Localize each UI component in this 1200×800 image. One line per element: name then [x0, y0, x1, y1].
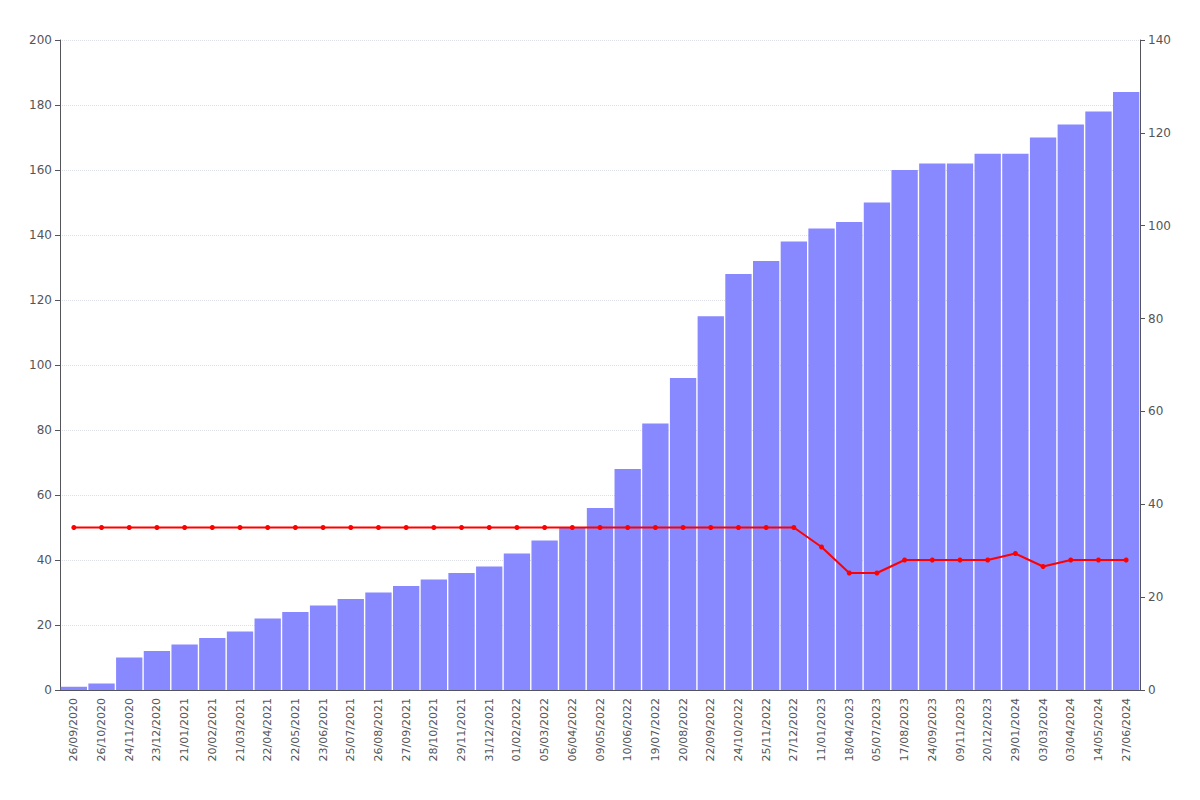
svg-text:26/10/2020: 26/10/2020 [95, 698, 108, 761]
svg-text:40: 40 [1148, 497, 1163, 511]
svg-text:06/04/2022: 06/04/2022 [566, 698, 579, 761]
svg-text:20/02/2021: 20/02/2021 [206, 698, 219, 761]
svg-text:26/09/2020: 26/09/2020 [67, 698, 80, 761]
svg-text:140: 140 [29, 228, 52, 242]
svg-text:25/07/2021: 25/07/2021 [344, 698, 357, 761]
svg-text:20: 20 [37, 618, 52, 632]
svg-text:20/12/2023: 20/12/2023 [981, 698, 994, 761]
svg-text:26/08/2021: 26/08/2021 [372, 698, 385, 761]
svg-text:100: 100 [29, 358, 52, 372]
svg-text:24/11/2020: 24/11/2020 [123, 698, 136, 761]
svg-text:31/12/2021: 31/12/2021 [483, 698, 496, 761]
svg-text:24/10/2022: 24/10/2022 [732, 698, 745, 761]
svg-text:23/12/2020: 23/12/2020 [150, 698, 163, 761]
svg-text:0: 0 [44, 683, 52, 697]
svg-text:27/06/2024: 27/06/2024 [1120, 698, 1133, 761]
svg-text:28/10/2021: 28/10/2021 [427, 698, 440, 761]
svg-text:120: 120 [29, 293, 52, 307]
svg-text:10/06/2022: 10/06/2022 [621, 698, 634, 761]
svg-text:18/04/2023: 18/04/2023 [843, 698, 856, 761]
svg-text:19/07/2022: 19/07/2022 [649, 698, 662, 761]
svg-text:23/06/2021: 23/06/2021 [317, 698, 330, 761]
svg-text:29/01/2024: 29/01/2024 [1009, 698, 1022, 761]
svg-text:11/01/2023: 11/01/2023 [815, 698, 828, 761]
svg-text:09/05/2022: 09/05/2022 [594, 698, 607, 761]
svg-text:03/04/2024: 03/04/2024 [1064, 698, 1077, 761]
svg-text:60: 60 [37, 488, 52, 502]
svg-text:200: 200 [29, 33, 52, 47]
svg-text:17/08/2023: 17/08/2023 [898, 698, 911, 761]
svg-text:180: 180 [29, 98, 52, 112]
svg-text:120: 120 [1148, 126, 1171, 140]
svg-text:22/05/2021: 22/05/2021 [289, 698, 302, 761]
svg-text:60: 60 [1148, 404, 1163, 418]
svg-text:01/02/2022: 01/02/2022 [510, 698, 523, 761]
svg-text:27/09/2021: 27/09/2021 [400, 698, 413, 761]
svg-text:05/07/2023: 05/07/2023 [870, 698, 883, 761]
svg-text:14/05/2024: 14/05/2024 [1092, 698, 1105, 761]
svg-text:05/03/2022: 05/03/2022 [538, 698, 551, 761]
svg-text:03/03/2024: 03/03/2024 [1037, 698, 1050, 761]
svg-text:160: 160 [29, 163, 52, 177]
svg-text:27/12/2022: 27/12/2022 [787, 698, 800, 761]
svg-text:22/04/2021: 22/04/2021 [261, 698, 274, 761]
svg-text:80: 80 [37, 423, 52, 437]
svg-text:21/01/2021: 21/01/2021 [178, 698, 191, 761]
svg-text:21/03/2021: 21/03/2021 [234, 698, 247, 761]
svg-text:80: 80 [1148, 312, 1163, 326]
svg-text:09/11/2023: 09/11/2023 [954, 698, 967, 761]
svg-text:25/11/2022: 25/11/2022 [760, 698, 773, 761]
svg-text:20: 20 [1148, 590, 1163, 604]
svg-text:40: 40 [37, 553, 52, 567]
svg-text:24/09/2023: 24/09/2023 [926, 698, 939, 761]
svg-text:29/11/2021: 29/11/2021 [455, 698, 468, 761]
svg-text:22/09/2022: 22/09/2022 [704, 698, 717, 761]
svg-text:140: 140 [1148, 33, 1171, 47]
svg-text:20/08/2022: 20/08/2022 [677, 698, 690, 761]
svg-text:0: 0 [1148, 683, 1156, 697]
svg-text:100: 100 [1148, 219, 1171, 233]
